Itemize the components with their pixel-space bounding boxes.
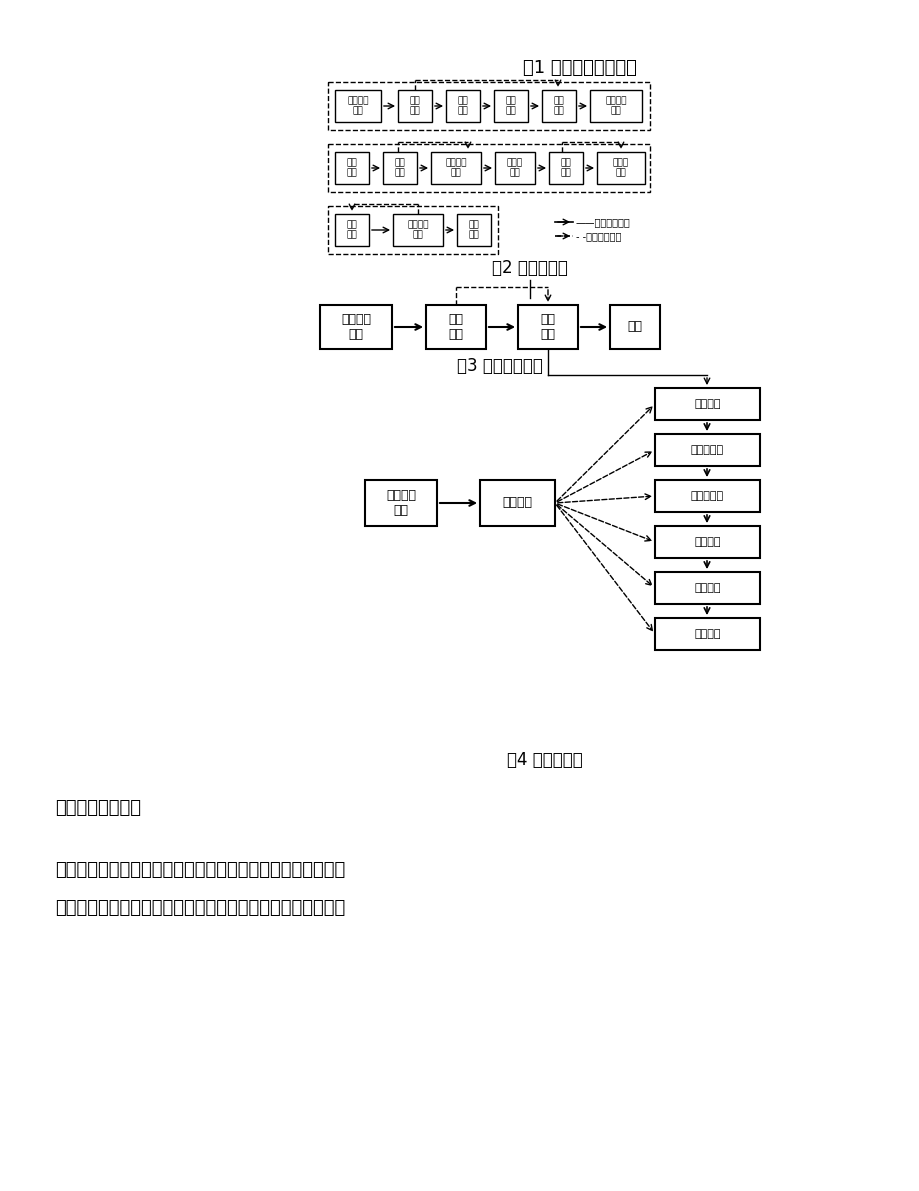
Text: 图1 三层流程管理模型: 图1 三层流程管理模型 [523, 60, 636, 77]
Text: 结果
及布: 结果 及布 [560, 158, 571, 177]
Text: 初步设计
审批: 初步设计 审批 [605, 96, 626, 116]
FancyBboxPatch shape [430, 152, 481, 183]
Text: 标准化审查: 标准化审查 [690, 491, 723, 501]
FancyBboxPatch shape [549, 152, 583, 183]
FancyBboxPatch shape [654, 480, 759, 512]
Text: 具有了流程管理的基本条件，再根据需要开发出项目管理的功: 具有了流程管理的基本条件，再根据需要开发出项目管理的功 [55, 861, 345, 879]
FancyBboxPatch shape [335, 214, 369, 247]
FancyBboxPatch shape [446, 91, 480, 121]
FancyBboxPatch shape [654, 572, 759, 604]
Text: 领导审查: 领导审查 [694, 584, 720, 593]
Text: 设计
审核: 设计 审核 [540, 313, 555, 341]
Text: 结果
发布: 结果 发布 [553, 96, 563, 116]
FancyBboxPatch shape [398, 91, 432, 121]
FancyBboxPatch shape [654, 526, 759, 559]
FancyBboxPatch shape [589, 91, 641, 121]
Text: 图3 床身设计流程: 图3 床身设计流程 [457, 357, 542, 375]
Text: ——代表成功方向: ——代表成功方向 [575, 217, 630, 227]
FancyBboxPatch shape [654, 434, 759, 466]
Text: 床身
设计: 床身 设计 [448, 313, 463, 341]
FancyBboxPatch shape [494, 91, 528, 121]
Text: 能，就可以按照产品流程、任务流程和文档图纸流程的三层流: 能，就可以按照产品流程、任务流程和文档图纸流程的三层流 [55, 899, 345, 917]
Text: - -代表失败方向: - -代表失败方向 [575, 231, 620, 241]
Text: 入口条件
流程: 入口条件 流程 [346, 96, 369, 116]
Text: 结果
发布: 结果 发布 [394, 158, 405, 177]
Text: 技术
设计: 技术 设计 [346, 158, 357, 177]
Text: 进入条件
流程: 进入条件 流程 [386, 490, 415, 517]
Text: 工艺审查: 工艺审查 [694, 537, 720, 547]
Text: 图纸绘制: 图纸绘制 [502, 497, 532, 510]
Text: 工作图
审批: 工作图 审批 [612, 158, 629, 177]
FancyBboxPatch shape [335, 91, 380, 121]
Text: 工作图
设计: 工作图 设计 [506, 158, 523, 177]
FancyBboxPatch shape [457, 214, 491, 247]
FancyBboxPatch shape [382, 152, 416, 183]
Text: 设计
结束: 设计 结束 [468, 220, 479, 239]
Text: 决策
审批: 决策 审批 [457, 96, 468, 116]
FancyBboxPatch shape [365, 480, 437, 526]
FancyBboxPatch shape [654, 388, 759, 420]
Text: 决策
阶段: 决策 阶段 [409, 96, 420, 116]
FancyBboxPatch shape [425, 305, 485, 349]
Text: 同组审查: 同组审查 [694, 399, 720, 409]
Text: 技术设计
审批: 技术设计 审批 [445, 158, 466, 177]
FancyBboxPatch shape [392, 214, 443, 247]
Text: 初步
设计: 初步 设计 [505, 96, 516, 116]
FancyBboxPatch shape [609, 305, 659, 349]
FancyBboxPatch shape [494, 152, 535, 183]
FancyBboxPatch shape [480, 480, 554, 526]
Text: 进入条件
流程: 进入条件 流程 [341, 313, 370, 341]
Text: 三层流程管理模型: 三层流程管理模型 [55, 799, 141, 817]
Text: 工艺设计
审批: 工艺设计 审批 [407, 220, 428, 239]
Text: 设计师审查: 设计师审查 [690, 445, 723, 455]
Text: 图4 图纸的流程: 图4 图纸的流程 [506, 752, 583, 769]
FancyBboxPatch shape [335, 152, 369, 183]
FancyBboxPatch shape [320, 305, 391, 349]
FancyBboxPatch shape [654, 618, 759, 650]
FancyBboxPatch shape [541, 91, 575, 121]
FancyBboxPatch shape [517, 305, 577, 349]
FancyBboxPatch shape [596, 152, 644, 183]
Text: 图2 产品的流程: 图2 产品的流程 [492, 258, 567, 278]
Text: 图纸归档: 图纸归档 [694, 629, 720, 640]
Text: 工艺
设计: 工艺 设计 [346, 220, 357, 239]
Text: 完成: 完成 [627, 320, 641, 333]
